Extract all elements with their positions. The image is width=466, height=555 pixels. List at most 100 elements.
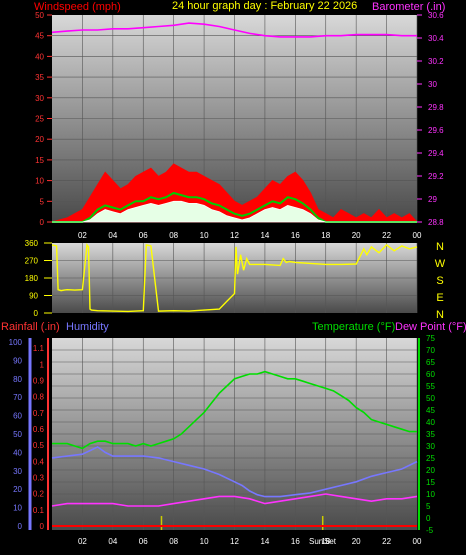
temp-tick-label: 70	[426, 346, 435, 355]
baro-tick-label: 29.2	[428, 172, 444, 181]
x-tick-label: 02	[78, 537, 87, 546]
humidity-tick-label: 50	[13, 430, 22, 439]
temp-tick-label: 75	[426, 334, 435, 343]
dewpoint-series	[51, 493, 418, 507]
temp-tick-label: 45	[426, 406, 435, 415]
humidity-tick-label: 30	[13, 467, 22, 476]
temperature-series	[52, 370, 417, 450]
x-tick-label: 02	[78, 231, 87, 240]
baro-tick-label: 29	[428, 195, 437, 204]
x-tick-label: 08	[169, 231, 178, 240]
wind-tick-label: 15	[35, 156, 44, 165]
humidity-tick-label: 0	[18, 522, 23, 531]
direction-label: E	[436, 292, 443, 304]
dewpoint-axis-label: Dew Point (°F)	[395, 321, 466, 333]
wind-tick-label: 25	[35, 115, 44, 124]
baro-tick-label: 30.2	[428, 57, 444, 66]
rain-tick-label: 0.8	[33, 393, 45, 402]
rain-tick-label: 1	[40, 360, 45, 369]
direction-panel-ticks: 0 90 180 270 360	[25, 239, 52, 318]
humidity-tick-label: 70	[13, 393, 22, 402]
wind-panel-ticks: 0 5 10 15 20 25 30 35 40 45 50 28.8 29 29.2 29.4 29.6 29…	[35, 11, 444, 227]
wind-avg-series	[52, 191, 417, 223]
wind-tick-label: 0	[40, 218, 45, 227]
barometer-axis-label: Barometer (.in)	[372, 1, 445, 13]
temp-tick-label: 30	[426, 442, 435, 451]
x-tick-label: 18	[321, 537, 330, 546]
temp-tick-label: -5	[426, 526, 434, 535]
chart-title: 24 hour graph day : February 22 2026	[172, 0, 357, 12]
x-tick-label: 12	[230, 231, 239, 240]
x-tick-label: 04	[108, 231, 117, 240]
rainfall-axis-label: Rainfall (.in)	[1, 321, 60, 333]
x-tick-label: 22	[382, 537, 391, 546]
wind-tick-label: 40	[35, 52, 44, 61]
wind-low-series	[52, 200, 417, 223]
baro-tick-label: 30	[428, 80, 437, 89]
x-tick-label: 12	[230, 537, 239, 546]
humidity-tick-label: 60	[13, 412, 22, 421]
wind-direction-series	[51, 243, 418, 313]
wind-panel-series	[51, 22, 419, 223]
temp-tick-label: 0	[426, 514, 431, 523]
humidity-tick-label: 20	[13, 485, 22, 494]
temp-panel-ticks: 010203040506070809010000.10.20.30.40.50.…	[9, 334, 436, 546]
temp-tick-label: 65	[426, 358, 435, 367]
rain-tick-label: 0.4	[33, 457, 45, 466]
sunrise-label: Sun	[309, 537, 323, 546]
x-tick-label: 00	[413, 537, 422, 546]
humidity-tick-label: 10	[13, 504, 22, 513]
direction-label: S	[436, 275, 443, 287]
rain-tick-label: 0.6	[33, 425, 45, 434]
rain-tick-label: 1.1	[33, 344, 45, 353]
windspeed-axis-label: Windspeed (mph)	[34, 1, 121, 13]
temp-panel-series	[51, 370, 418, 530]
rain-tick-label: 0	[40, 522, 45, 531]
temp-tick-label: 50	[426, 394, 435, 403]
temp-tick-label: 55	[426, 382, 435, 391]
humidity-series	[51, 445, 418, 498]
wind-tick-label: 45	[35, 32, 44, 41]
direction-label: W	[435, 258, 446, 270]
baro-tick-label: 30.4	[428, 34, 444, 43]
rain-tick-label: 0.3	[33, 473, 45, 482]
baro-tick-label: 30.6	[428, 11, 444, 20]
wind-panel-grid: 02 04 06 08 10 12 14 16 18 20 22 00	[52, 15, 422, 240]
x-tick-label: 20	[352, 231, 361, 240]
temp-tick-label: 35	[426, 430, 435, 439]
x-tick-label: 10	[200, 537, 209, 546]
temp-tick-label: 5	[426, 502, 431, 511]
x-tick-label: 20	[352, 537, 361, 546]
wind-tick-label: 30	[35, 94, 44, 103]
humidity-tick-label: 90	[13, 356, 22, 365]
wind-tick-label: 35	[35, 73, 44, 82]
x-tick-label: 22	[382, 231, 391, 240]
x-tick-label: 06	[139, 231, 148, 240]
temp-tick-label: 25	[426, 454, 435, 463]
humidity-tick-label: 40	[13, 448, 22, 457]
x-tick-label: 04	[108, 537, 117, 546]
wind-tick-label: 5	[40, 197, 45, 206]
barometer-series	[51, 22, 417, 38]
temp-tick-label: 10	[426, 490, 435, 499]
humidity-axis-label: Humidity	[66, 321, 109, 333]
x-tick-label: 14	[260, 537, 269, 546]
temp-tick-label: 40	[426, 418, 435, 427]
x-tick-label: 16	[291, 537, 300, 546]
x-tick-label: 00	[413, 231, 422, 240]
direction-tick-label: 0	[34, 309, 39, 318]
baro-tick-label: 29.8	[428, 103, 444, 112]
direction-tick-label: 270	[25, 257, 39, 266]
x-tick-label: 08	[169, 537, 178, 546]
wind-tick-label: 20	[35, 135, 44, 144]
rain-tick-label: 0.9	[33, 376, 45, 385]
x-tick-label: 16	[291, 231, 300, 240]
rain-tick-label: 0.2	[33, 490, 45, 499]
rain-tick-label: 0.7	[33, 409, 45, 418]
direction-tick-label: 360	[25, 239, 39, 248]
x-tick-label: 14	[260, 231, 269, 240]
x-tick-label: 18	[321, 231, 330, 240]
humidity-tick-label: 100	[9, 338, 23, 347]
humidity-tick-label: 80	[13, 375, 22, 384]
